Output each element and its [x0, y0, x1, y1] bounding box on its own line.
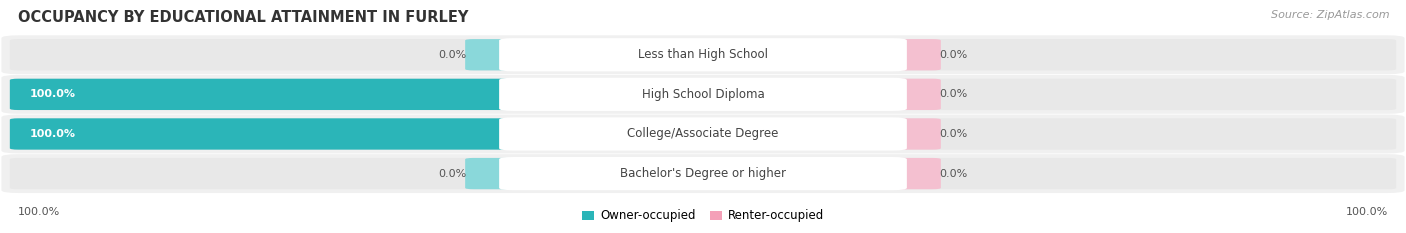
FancyBboxPatch shape: [884, 118, 1396, 150]
FancyBboxPatch shape: [884, 39, 1396, 70]
FancyBboxPatch shape: [10, 79, 522, 110]
FancyBboxPatch shape: [10, 158, 522, 189]
Legend: Owner-occupied, Renter-occupied: Owner-occupied, Renter-occupied: [582, 209, 824, 223]
FancyBboxPatch shape: [1, 75, 1405, 114]
FancyBboxPatch shape: [499, 78, 907, 111]
FancyBboxPatch shape: [465, 158, 522, 189]
FancyBboxPatch shape: [499, 38, 907, 71]
FancyBboxPatch shape: [10, 39, 522, 70]
Text: 0.0%: 0.0%: [939, 169, 967, 178]
FancyBboxPatch shape: [884, 118, 941, 150]
FancyBboxPatch shape: [884, 158, 1396, 189]
Text: Bachelor's Degree or higher: Bachelor's Degree or higher: [620, 167, 786, 180]
Text: 100.0%: 100.0%: [30, 89, 76, 99]
Text: High School Diploma: High School Diploma: [641, 88, 765, 101]
Text: 0.0%: 0.0%: [939, 50, 967, 60]
Text: 0.0%: 0.0%: [439, 50, 467, 60]
FancyBboxPatch shape: [10, 118, 522, 150]
FancyBboxPatch shape: [884, 158, 941, 189]
FancyBboxPatch shape: [10, 118, 522, 150]
Text: 100.0%: 100.0%: [18, 207, 60, 217]
FancyBboxPatch shape: [884, 39, 941, 70]
FancyBboxPatch shape: [10, 79, 522, 110]
FancyBboxPatch shape: [465, 39, 522, 70]
FancyBboxPatch shape: [1, 154, 1405, 193]
Text: 100.0%: 100.0%: [30, 129, 76, 139]
Text: 100.0%: 100.0%: [1346, 207, 1388, 217]
Text: 0.0%: 0.0%: [939, 89, 967, 99]
FancyBboxPatch shape: [1, 115, 1405, 153]
FancyBboxPatch shape: [884, 79, 1396, 110]
Text: Less than High School: Less than High School: [638, 48, 768, 61]
FancyBboxPatch shape: [499, 117, 907, 151]
FancyBboxPatch shape: [1, 35, 1405, 74]
Text: OCCUPANCY BY EDUCATIONAL ATTAINMENT IN FURLEY: OCCUPANCY BY EDUCATIONAL ATTAINMENT IN F…: [18, 10, 468, 25]
Text: 0.0%: 0.0%: [439, 169, 467, 178]
Text: Source: ZipAtlas.com: Source: ZipAtlas.com: [1271, 10, 1389, 21]
Text: 0.0%: 0.0%: [939, 129, 967, 139]
FancyBboxPatch shape: [884, 79, 941, 110]
Text: College/Associate Degree: College/Associate Degree: [627, 127, 779, 140]
FancyBboxPatch shape: [499, 157, 907, 190]
